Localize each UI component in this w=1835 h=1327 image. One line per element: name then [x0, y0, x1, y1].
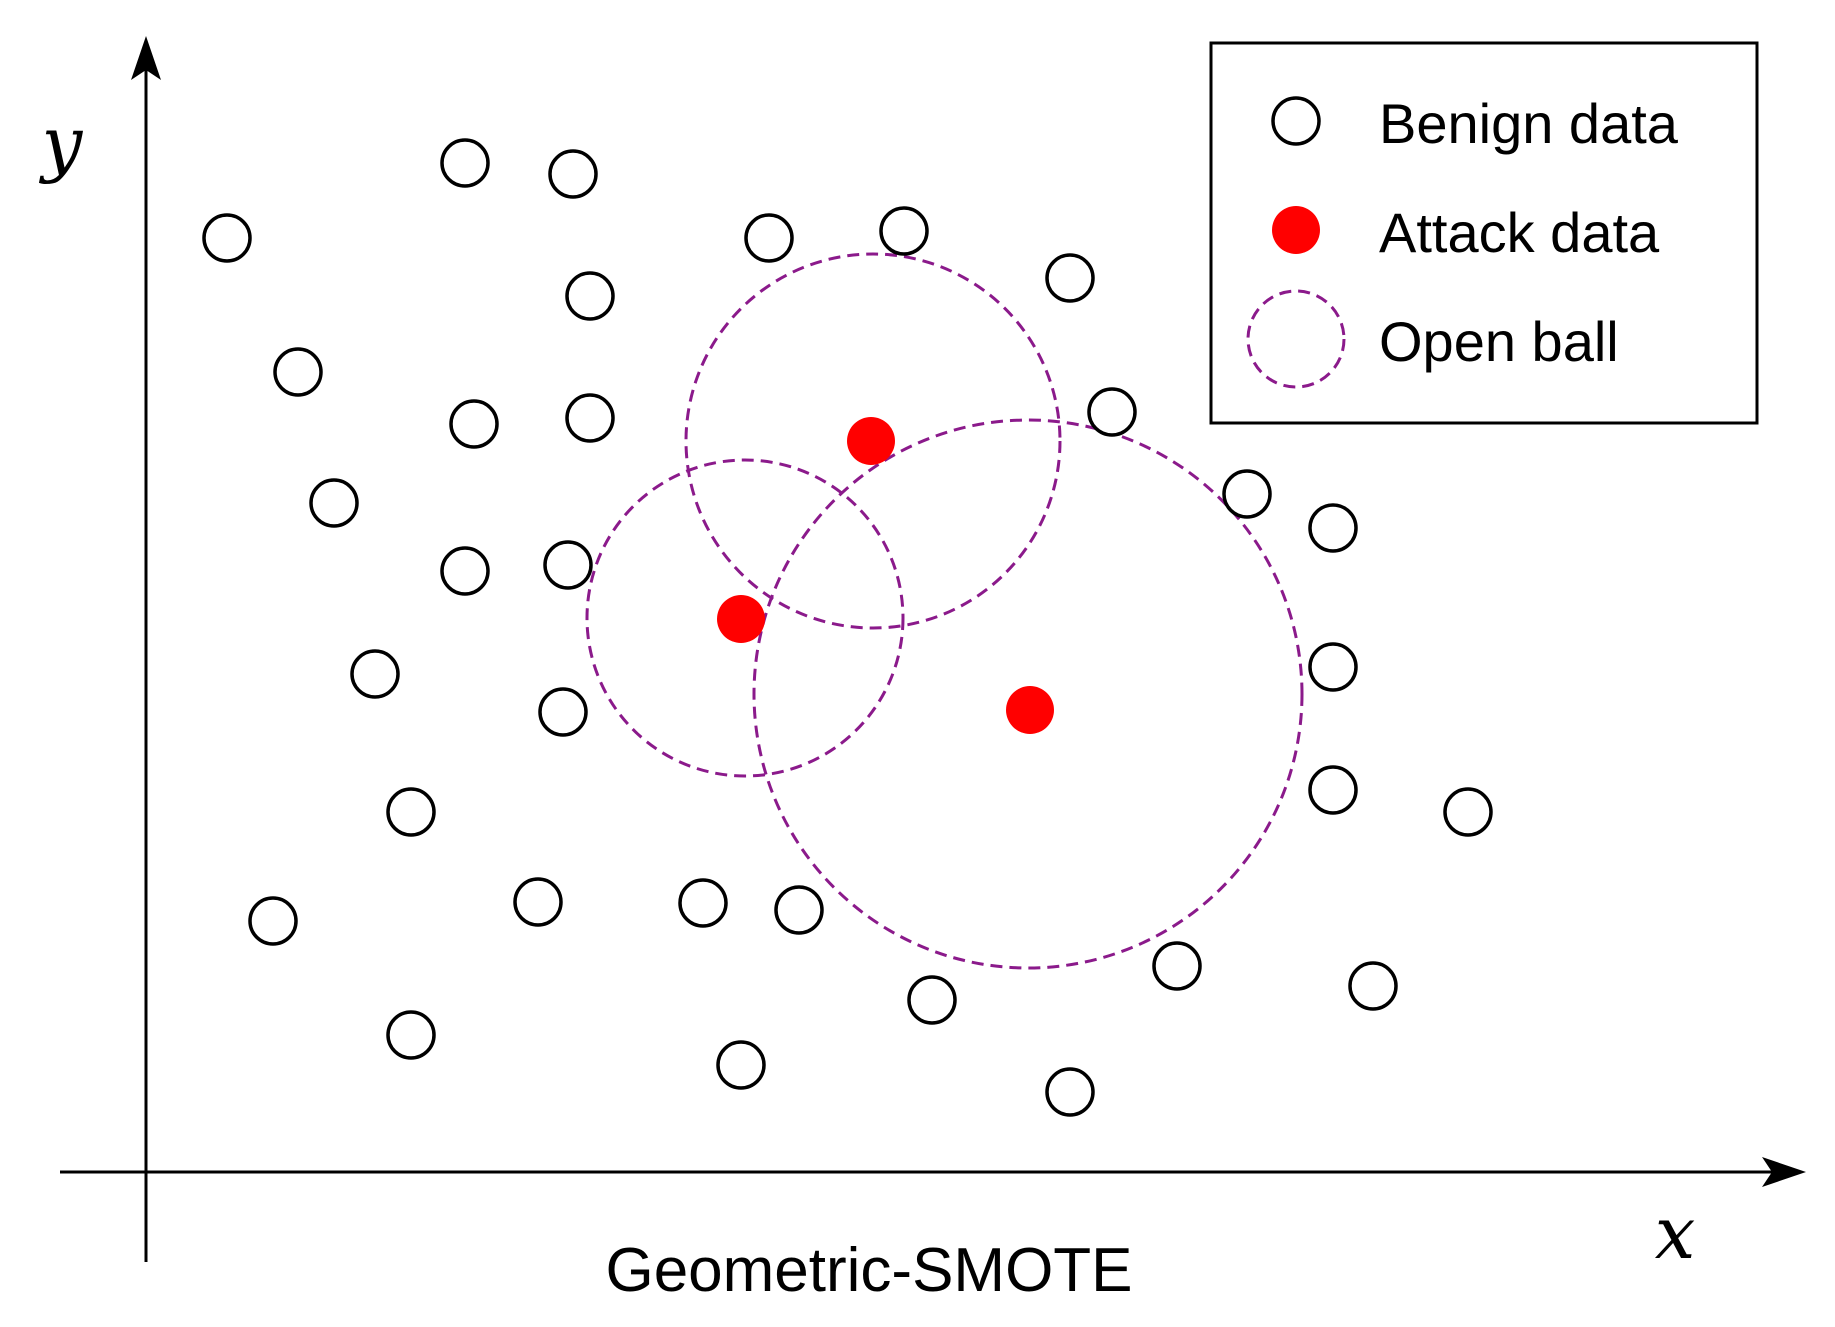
legend-attack-marker: [1272, 206, 1320, 254]
benign-point-24: [1045, 253, 1095, 303]
benign-point-10: [543, 540, 593, 590]
benign-point-28: [1308, 642, 1358, 692]
benign-point-29: [1308, 765, 1358, 815]
benign-point-3: [548, 149, 598, 199]
x-axis-arrowhead: [1762, 1157, 1806, 1187]
x-axis-label: x: [1655, 1191, 1696, 1275]
benign-point-20: [716, 1040, 766, 1090]
benign-point-30: [1443, 787, 1493, 837]
open-ball-3: [752, 418, 1304, 970]
benign-point-13: [386, 787, 436, 837]
attack-points: [717, 417, 1054, 734]
benign-point-25: [1087, 387, 1137, 437]
legend-label-benign: Benign data: [1379, 92, 1679, 155]
legend-label-ball: Open ball: [1379, 310, 1619, 373]
benign-point-4: [273, 347, 323, 397]
figure-caption: Geometric-SMOTE: [605, 1236, 1132, 1305]
legend-benign-marker: [1271, 96, 1321, 146]
benign-point-9: [440, 546, 490, 596]
benign-point-26: [1222, 469, 1272, 519]
legend-ball-marker: [1246, 289, 1346, 389]
benign-points: [202, 138, 1493, 1117]
attack-point-3: [1006, 686, 1054, 734]
axes: y x: [39, 36, 1806, 1275]
open-ball-1: [684, 252, 1062, 630]
benign-point-22: [744, 213, 794, 263]
open-balls: [585, 252, 1304, 970]
benign-point-19: [907, 975, 957, 1025]
benign-point-31: [1152, 941, 1202, 991]
open-ball-2: [585, 458, 905, 778]
benign-point-6: [565, 271, 615, 321]
attack-point-1: [847, 417, 895, 465]
benign-point-16: [678, 878, 728, 928]
y-axis-arrowhead: [131, 36, 161, 80]
benign-point-2: [440, 138, 490, 188]
benign-point-15: [513, 877, 563, 927]
benign-point-27: [1308, 503, 1358, 553]
benign-point-7: [565, 393, 615, 443]
benign-point-14: [248, 896, 298, 946]
y-axis-label: y: [39, 101, 84, 185]
benign-point-12: [538, 687, 588, 737]
benign-point-11: [350, 649, 400, 699]
benign-point-18: [386, 1010, 436, 1060]
legend: Benign data Attack data Open ball: [1209, 41, 1759, 425]
benign-point-23: [879, 206, 929, 256]
benign-point-17: [774, 885, 824, 935]
legend-label-attack: Attack data: [1379, 201, 1660, 264]
benign-point-8: [309, 478, 359, 528]
benign-point-1: [202, 213, 252, 263]
benign-point-5: [449, 399, 499, 449]
attack-point-2: [717, 595, 765, 643]
benign-point-21: [1045, 1067, 1095, 1117]
benign-point-32: [1348, 961, 1398, 1011]
